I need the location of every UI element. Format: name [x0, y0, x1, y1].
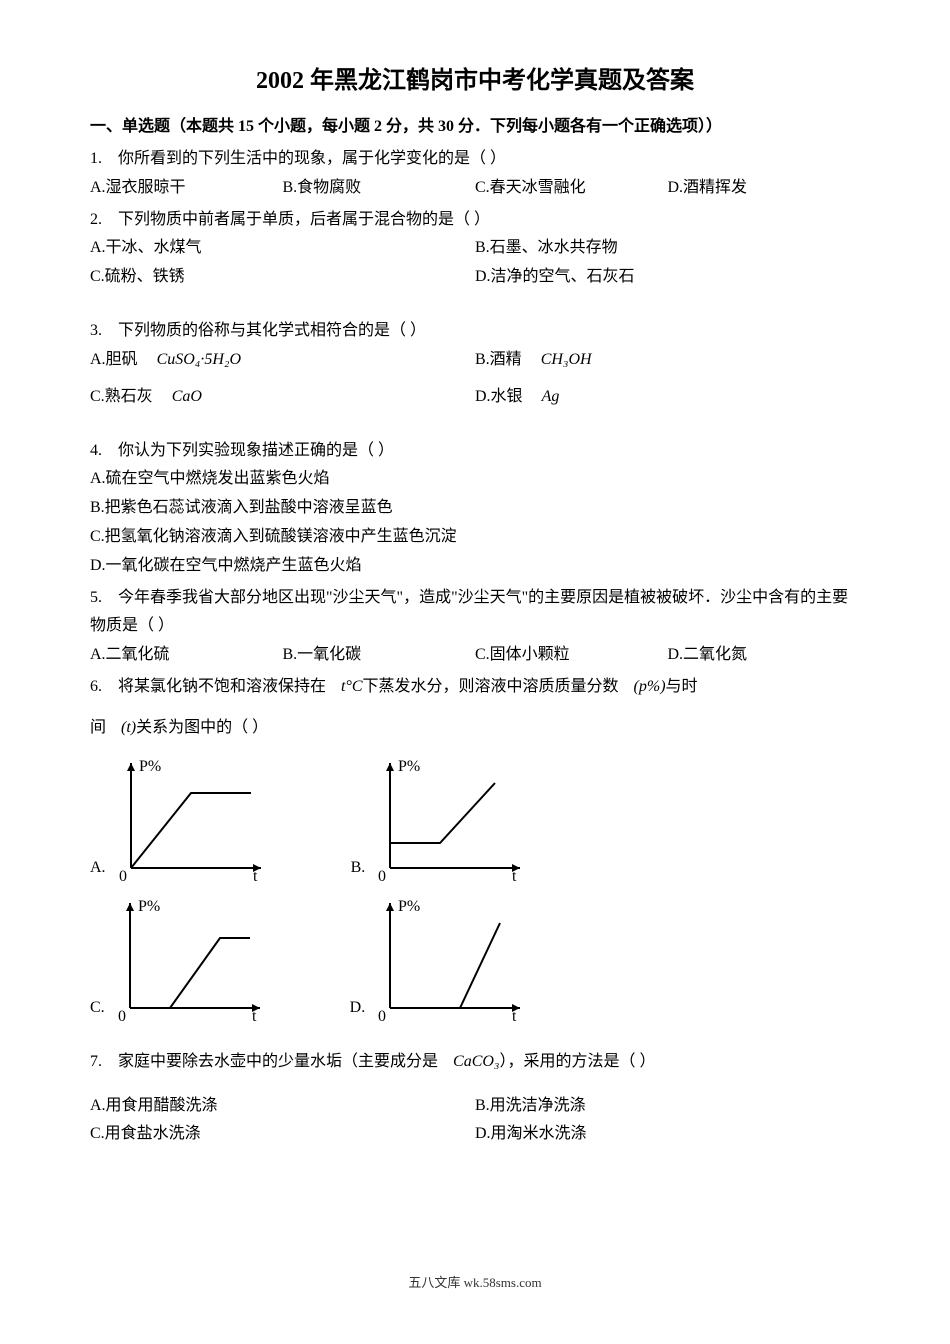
q1-option-a: A.湿衣服晾干 — [90, 174, 283, 203]
q3-option-b: B.酒精 CH₃OH — [475, 346, 860, 375]
q6-text-p1: 6. 将某氯化钠不饱和溶液保持在 — [90, 678, 326, 695]
q4-option-b: B.把紫色石蕊试液滴入到盐酸中溶液呈蓝色 — [90, 494, 860, 523]
chart-b-xlabel: t — [512, 868, 517, 883]
q3-b-formula: CH₃OH — [541, 346, 592, 375]
q5-option-c: C.固体小颗粒 — [475, 641, 668, 670]
q3-a-label: A.胆矾 — [90, 351, 138, 368]
q4-option-d: D.一氧化碳在空气中燃烧产生蓝色火焰 — [90, 552, 860, 581]
q7-option-b: B.用洗洁净洗涤 — [475, 1092, 860, 1121]
chart-b-ylabel: P% — [398, 758, 420, 775]
chart-a-label: A. — [90, 854, 106, 883]
question-6: 6. 将某氯化钠不饱和溶液保持在 t°C下蒸发水分，则溶液中溶质质量分数 (p%)与… — [90, 673, 860, 1023]
q1-options: A.湿衣服晾干 B.食物腐败 C.春天冰雪融化 D.酒精挥发 — [90, 174, 860, 203]
q6-text-p5: 关系为图中的（ ） — [136, 719, 268, 736]
q6-text-line2: 间 (t)关系为图中的（ ） — [90, 714, 860, 743]
question-2: 2. 下列物质中前者属于单质，后者属于混合物的是（ ） A.干冰、水煤气 B.石… — [90, 206, 860, 292]
chart-a-origin: 0 — [119, 868, 127, 883]
chart-d-container: D. P% t 0 — [350, 893, 531, 1023]
q3-option-c: C.熟石灰 CaO — [90, 383, 475, 412]
chart-c-container: C. P% t 0 — [90, 893, 270, 1023]
q2-option-b: B.石墨、冰水共存物 — [475, 234, 860, 263]
q3-d-label: D.水银 — [475, 388, 523, 405]
charts-row-2: C. P% t 0 D. P% t 0 — [90, 893, 860, 1023]
q2-option-c: C.硫粉、铁锈 — [90, 263, 475, 292]
chart-d-origin: 0 — [378, 1008, 386, 1023]
page-title: 2002 年黑龙江鹤岗市中考化学真题及答案 — [90, 60, 860, 103]
chart-a-ylabel: P% — [139, 758, 161, 775]
q6-formula1: t°C — [341, 673, 363, 702]
question-5: 5. 今年春季我省大部分地区出现"沙尘天气"，造成"沙尘天气"的主要原因是植被被… — [90, 584, 860, 670]
chart-b-label: B. — [351, 854, 366, 883]
q6-formula3: (t) — [121, 714, 136, 743]
q5-text: 5. 今年春季我省大部分地区出现"沙尘天气"，造成"沙尘天气"的主要原因是植被被… — [90, 584, 860, 642]
q5-options: A.二氧化硫 B.一氧化碳 C.固体小颗粒 D.二氧化氮 — [90, 641, 860, 670]
chart-d-ylabel: P% — [398, 898, 420, 915]
chart-c-label: C. — [90, 994, 105, 1023]
chart-b-origin: 0 — [378, 868, 386, 883]
question-4: 4. 你认为下列实验现象描述正确的是（ ） A.硫在空气中燃烧发出蓝紫色火焰 B… — [90, 437, 860, 581]
q7-formula1: CaCO₃ — [453, 1048, 499, 1077]
chart-d-label: D. — [350, 994, 366, 1023]
q3-a-formula: CuSO₄·5H₂O — [157, 346, 241, 375]
q7-text-p2: ），采用的方法是（ ） — [499, 1053, 655, 1070]
q3-option-d: D.水银 Ag — [475, 383, 860, 412]
chart-d-xlabel: t — [512, 1008, 517, 1023]
q3-option-a: A.胆矾 CuSO₄·5H₂O — [90, 346, 475, 375]
chart-a-xlabel: t — [253, 868, 258, 883]
chart-c-origin: 0 — [118, 1008, 126, 1023]
q2-text: 2. 下列物质中前者属于单质，后者属于混合物的是（ ） — [90, 206, 860, 235]
chart-b: P% t 0 — [370, 753, 530, 883]
q1-option-b: B.食物腐败 — [283, 174, 476, 203]
chart-d: P% t 0 — [370, 893, 530, 1023]
q3-b-label: B.酒精 — [475, 351, 522, 368]
chart-b-container: B. P% t 0 — [351, 753, 531, 883]
q6-text-p3: 与时 — [666, 678, 698, 695]
question-1: 1. 你所看到的下列生活中的现象，属于化学变化的是（ ） A.湿衣服晾干 B.食… — [90, 145, 860, 203]
question-7: 7. 家庭中要除去水壶中的少量水垢（主要成分是CaCO₃），采用的方法是（ ） … — [90, 1048, 860, 1149]
q4-text: 4. 你认为下列实验现象描述正确的是（ ） — [90, 437, 860, 466]
q5-option-b: B.一氧化碳 — [283, 641, 476, 670]
charts-row-1: A. P% t 0 B. P% t 0 — [90, 753, 860, 883]
q3-c-label: C.熟石灰 — [90, 388, 153, 405]
q2-option-d: D.洁净的空气、石灰石 — [475, 263, 860, 292]
q7-option-a: A.用食用醋酸洗涤 — [90, 1092, 475, 1121]
q6-text-line1: 6. 将某氯化钠不饱和溶液保持在 t°C下蒸发水分，则溶液中溶质质量分数 (p%)与… — [90, 673, 860, 702]
q6-text-p4: 间 — [90, 719, 106, 736]
q2-option-a: A.干冰、水煤气 — [90, 234, 475, 263]
q7-option-d: D.用淘米水洗涤 — [475, 1120, 860, 1149]
q3-c-formula: CaO — [172, 383, 202, 412]
q2-options: A.干冰、水煤气 B.石墨、冰水共存物 C.硫粉、铁锈 D.洁净的空气、石灰石 — [90, 234, 860, 292]
q5-option-d: D.二氧化氮 — [668, 641, 861, 670]
chart-c: P% t 0 — [110, 893, 270, 1023]
chart-c-xlabel: t — [252, 1008, 257, 1023]
q4-option-a: A.硫在空气中燃烧发出蓝紫色火焰 — [90, 465, 860, 494]
question-3: 3. 下列物质的俗称与其化学式相符合的是（ ） A.胆矾 CuSO₄·5H₂O … — [90, 317, 860, 412]
q6-formula2: (p%) — [634, 673, 666, 702]
q3-options: A.胆矾 CuSO₄·5H₂O B.酒精 CH₃OH — [90, 346, 860, 375]
chart-c-ylabel: P% — [138, 898, 160, 915]
q1-option-c: C.春天冰雪融化 — [475, 174, 668, 203]
q1-text: 1. 你所看到的下列生活中的现象，属于化学变化的是（ ） — [90, 145, 860, 174]
q4-option-c: C.把氢氧化钠溶液滴入到硫酸镁溶液中产生蓝色沉淀 — [90, 523, 860, 552]
section-header: 一、单选题（本题共 15 个小题，每小题 2 分，共 30 分．下列每小题各有一… — [90, 113, 860, 142]
chart-a: P% t 0 — [111, 753, 271, 883]
q3-d-formula: Ag — [542, 383, 560, 412]
q1-option-d: D.酒精挥发 — [668, 174, 861, 203]
q5-option-a: A.二氧化硫 — [90, 641, 283, 670]
q3-text: 3. 下列物质的俗称与其化学式相符合的是（ ） — [90, 317, 860, 346]
q7-text-p1: 7. 家庭中要除去水壶中的少量水垢（主要成分是 — [90, 1053, 438, 1070]
q7-options: A.用食用醋酸洗涤 B.用洗洁净洗涤 C.用食盐水洗涤 D.用淘米水洗涤 — [90, 1092, 860, 1150]
q7-text: 7. 家庭中要除去水壶中的少量水垢（主要成分是 CaCO₃），采用的方法是（ ） — [90, 1048, 860, 1077]
chart-a-container: A. P% t 0 — [90, 753, 271, 883]
page-footer: 五八文库 wk.58sms.com — [0, 1271, 950, 1294]
q6-text-p2: 下蒸发水分，则溶液中溶质质量分数 — [363, 678, 619, 695]
q7-option-c: C.用食盐水洗涤 — [90, 1120, 475, 1149]
